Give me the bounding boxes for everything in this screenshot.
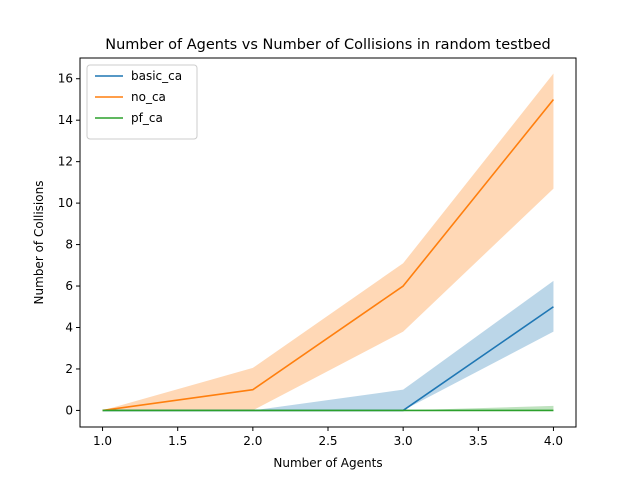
y-tick-label: 8 [65, 238, 73, 252]
y-tick-label: 10 [58, 196, 73, 210]
band-pf_ca [102, 405, 554, 411]
x-axis-label: Number of Agents [273, 456, 382, 470]
y-tick-label: 6 [65, 279, 73, 293]
y-tick-label: 0 [65, 403, 73, 417]
x-tick-label: 3.0 [394, 434, 413, 448]
y-tick-label: 12 [58, 155, 73, 169]
x-axis-ticks: 1.0 1.5 2.0 2.5 3.0 3.5 4.0 [93, 427, 563, 448]
y-axis-label: Number of Collisions [32, 181, 46, 305]
legend-label-basic_ca: basic_ca [131, 69, 182, 83]
legend-label-pf_ca: pf_ca [131, 111, 163, 125]
chart-title: Number of Agents vs Number of Collisions… [105, 37, 550, 53]
x-tick-label: 1.5 [168, 434, 187, 448]
y-tick-label: 16 [58, 72, 73, 86]
y-tick-label: 4 [65, 320, 73, 334]
x-tick-label: 1.0 [93, 434, 112, 448]
legend-box [86, 64, 198, 140]
y-tick-label: 14 [58, 113, 73, 127]
legend-label-no_ca: no_ca [131, 90, 166, 104]
series-lines [102, 98, 555, 412]
legend: basic_ca no_ca pf_ca [86, 64, 198, 140]
line-no_ca [102, 98, 555, 412]
band-no_ca [102, 73, 554, 411]
y-axis-ticks: 0 2 4 6 8 10 12 14 16 [58, 72, 80, 417]
x-tick-label: 2.0 [243, 434, 262, 448]
x-tick-label: 3.5 [469, 434, 488, 448]
band-basic_ca [102, 280, 554, 411]
confidence-bands [102, 73, 554, 411]
y-tick-label: 2 [65, 362, 73, 376]
x-tick-label: 2.5 [318, 434, 337, 448]
x-tick-label: 4.0 [544, 434, 563, 448]
